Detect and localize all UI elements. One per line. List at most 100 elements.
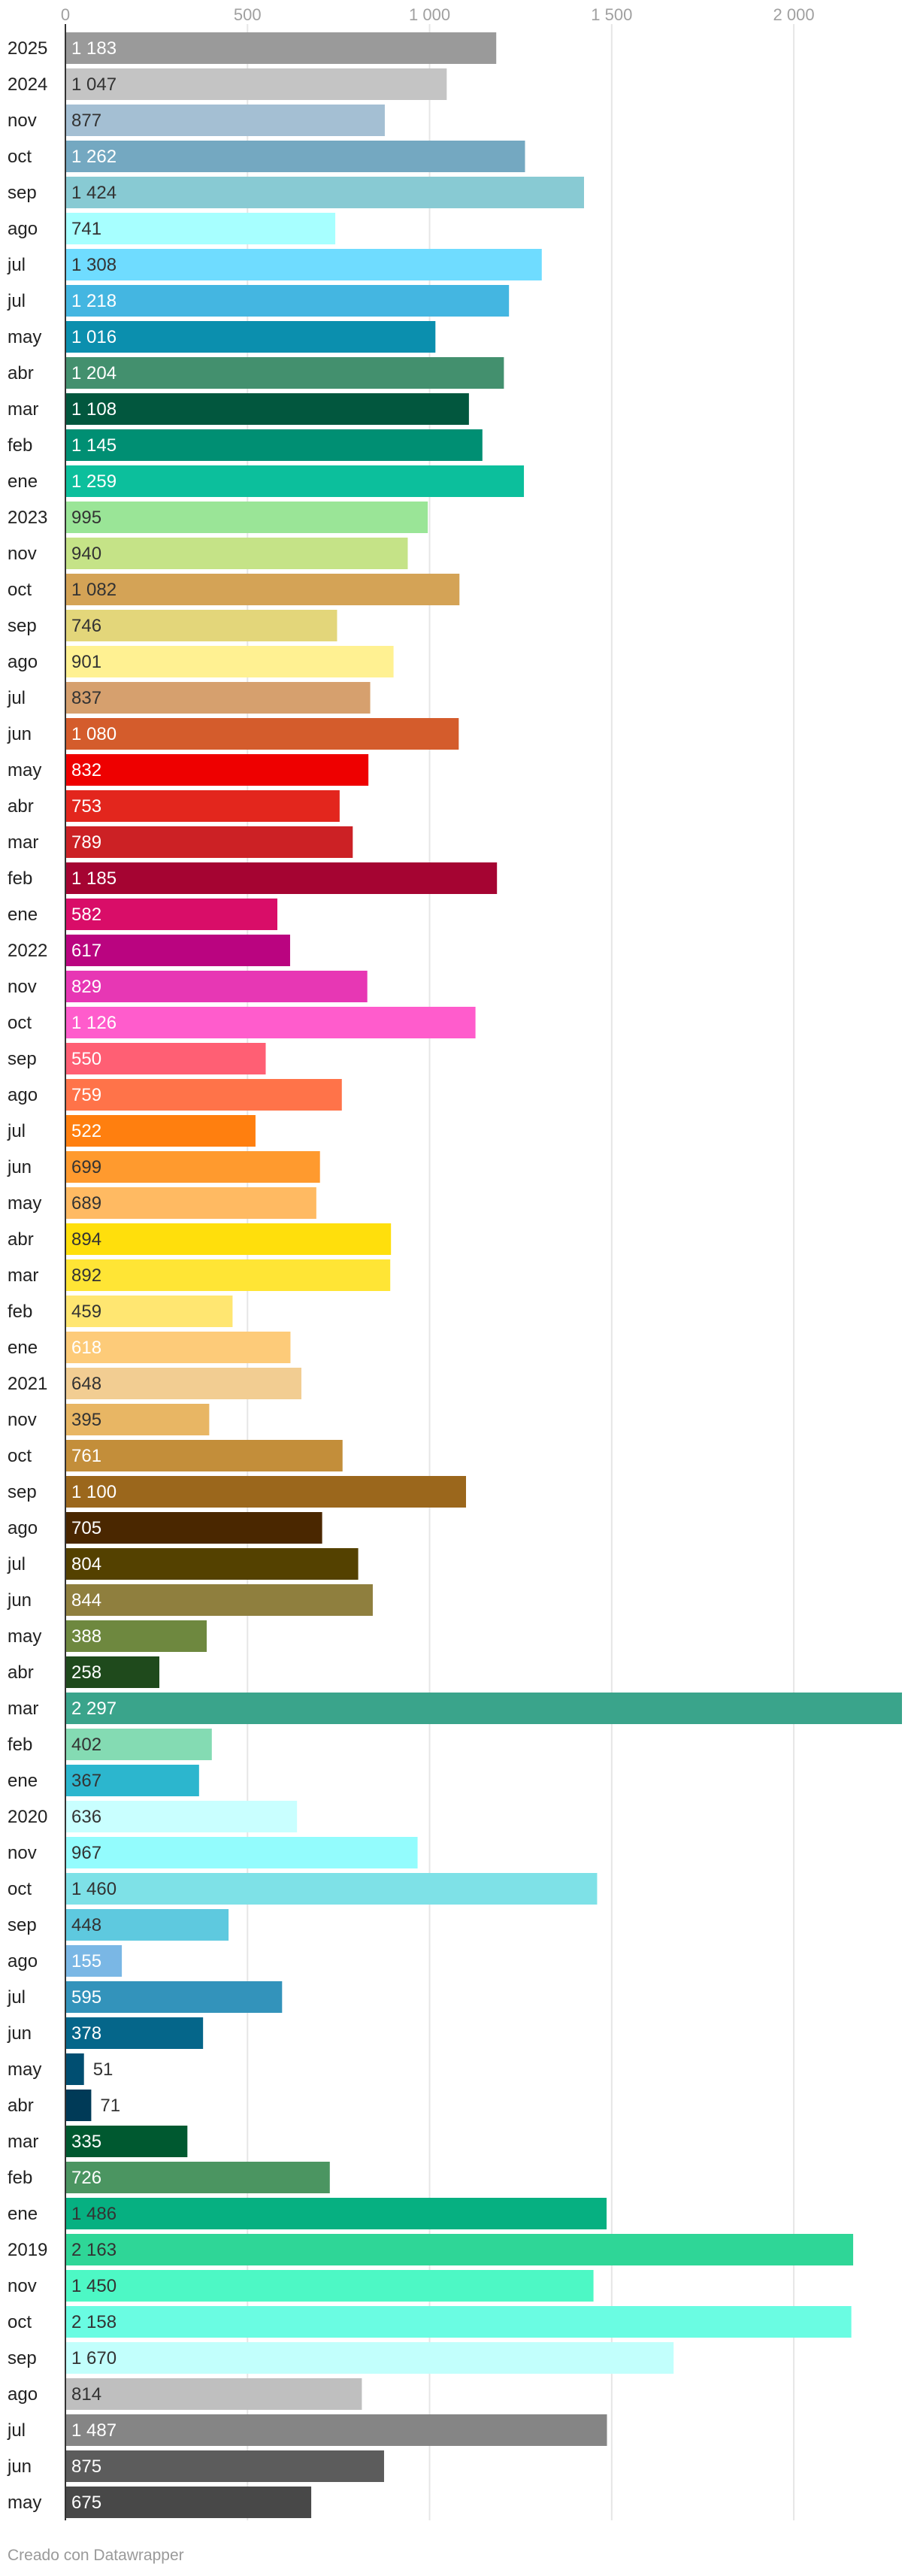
- value-label-45: 258: [71, 1662, 101, 1683]
- bar-5: [65, 213, 336, 244]
- value-label-35: 459: [71, 1302, 101, 1322]
- value-label-33: 894: [71, 1229, 101, 1250]
- bar-62: [65, 2270, 594, 2302]
- value-label-32: 689: [71, 1193, 101, 1214]
- category-label-17: ago: [8, 652, 38, 672]
- category-label-54: jul: [7, 1987, 26, 2008]
- bar-66: [65, 2414, 607, 2446]
- tick-label-4: 2 000: [773, 5, 815, 24]
- bar-41: [65, 1512, 322, 1544]
- bar-9: [65, 357, 504, 389]
- category-label-44: may: [8, 1626, 41, 1647]
- value-label-47: 402: [71, 1735, 101, 1755]
- bar-65: [65, 2378, 362, 2410]
- value-label-13: 995: [71, 508, 101, 528]
- value-label-44: 388: [71, 1626, 101, 1647]
- bar-54: [65, 1981, 283, 2013]
- category-label-23: feb: [8, 868, 32, 889]
- bar-7: [65, 285, 510, 317]
- bar-68: [65, 2487, 312, 2518]
- category-label-9: abr: [8, 363, 34, 383]
- category-label-50: nov: [8, 1843, 37, 1863]
- bar-58: [65, 2126, 188, 2157]
- category-label-55: jun: [7, 2023, 32, 2044]
- category-label-20: may: [8, 760, 41, 780]
- category-label-25: 2022: [8, 941, 47, 961]
- value-label-22: 789: [71, 832, 101, 853]
- value-label-37: 648: [71, 1374, 101, 1394]
- value-label-29: 759: [71, 1085, 101, 1105]
- value-label-9: 1 204: [71, 363, 117, 383]
- bar-22: [65, 826, 353, 858]
- category-label-64: sep: [8, 2348, 37, 2368]
- value-label-34: 892: [71, 1265, 101, 1286]
- bar-60: [65, 2198, 607, 2229]
- bar-63: [65, 2306, 852, 2338]
- value-label-36: 618: [71, 1338, 101, 1358]
- value-label-43: 844: [71, 1590, 101, 1611]
- tick-label-1: 500: [234, 5, 262, 24]
- value-label-3: 1 262: [71, 147, 117, 167]
- category-label-51: oct: [8, 1879, 32, 1899]
- bar-40: [65, 1476, 466, 1508]
- category-label-30: jul: [7, 1121, 26, 1141]
- bar-17: [65, 646, 394, 677]
- bar-34: [65, 1259, 391, 1291]
- bar-51: [65, 1873, 598, 1905]
- tick-label-2: 1 000: [409, 5, 450, 24]
- bar-4: [65, 177, 584, 208]
- value-label-11: 1 145: [71, 435, 117, 456]
- value-label-40: 1 100: [71, 1482, 117, 1502]
- bar-45: [65, 1656, 160, 1688]
- value-label-4: 1 424: [71, 183, 117, 203]
- category-label-27: oct: [8, 1013, 32, 1033]
- category-label-47: feb: [8, 1735, 32, 1755]
- value-label-60: 1 486: [71, 2204, 117, 2224]
- category-label-38: nov: [8, 1410, 37, 1430]
- bar-57: [65, 2090, 92, 2121]
- category-label-3: oct: [8, 147, 32, 167]
- bar-67: [65, 2450, 384, 2482]
- category-label-42: jul: [7, 1554, 26, 1574]
- bar-36: [65, 1332, 291, 1363]
- category-label-4: sep: [8, 183, 37, 203]
- category-label-21: abr: [8, 796, 34, 817]
- category-label-62: nov: [8, 2276, 37, 2296]
- category-label-65: ago: [8, 2384, 38, 2405]
- value-label-6: 1 308: [71, 255, 117, 275]
- bar-47: [65, 1729, 212, 1760]
- value-label-15: 1 082: [71, 580, 117, 600]
- value-label-12: 1 259: [71, 471, 117, 492]
- category-label-52: sep: [8, 1915, 37, 1935]
- bar-28: [65, 1043, 266, 1074]
- bar-43: [65, 1584, 373, 1616]
- bar-61: [65, 2234, 854, 2265]
- value-label-62: 1 450: [71, 2276, 117, 2296]
- bar-24: [65, 899, 278, 930]
- value-label-42: 804: [71, 1554, 101, 1574]
- category-label-46: mar: [8, 1699, 38, 1719]
- category-label-16: sep: [8, 616, 37, 636]
- value-label-18: 837: [71, 688, 101, 708]
- datawrapper-credit: Creado con Datawrapper: [8, 2547, 184, 2564]
- bar-0: [65, 32, 497, 64]
- bar-12: [65, 465, 525, 497]
- bar-26: [65, 971, 368, 1002]
- bar-42: [65, 1548, 359, 1580]
- value-label-57: 71: [100, 2096, 120, 2116]
- value-label-7: 1 218: [71, 291, 117, 311]
- category-label-6: jul: [7, 255, 26, 275]
- value-label-59: 726: [71, 2168, 101, 2188]
- value-label-65: 814: [71, 2384, 101, 2405]
- value-label-48: 367: [71, 1771, 101, 1791]
- category-label-10: mar: [8, 399, 38, 420]
- bar-39: [65, 1440, 343, 1471]
- value-label-27: 1 126: [71, 1013, 117, 1033]
- value-label-41: 705: [71, 1518, 101, 1538]
- bar-25: [65, 935, 290, 966]
- bar-64: [65, 2342, 674, 2374]
- bar-48: [65, 1765, 199, 1796]
- category-label-8: may: [8, 327, 41, 347]
- bar-50: [65, 1837, 418, 1868]
- bar-6: [65, 249, 542, 280]
